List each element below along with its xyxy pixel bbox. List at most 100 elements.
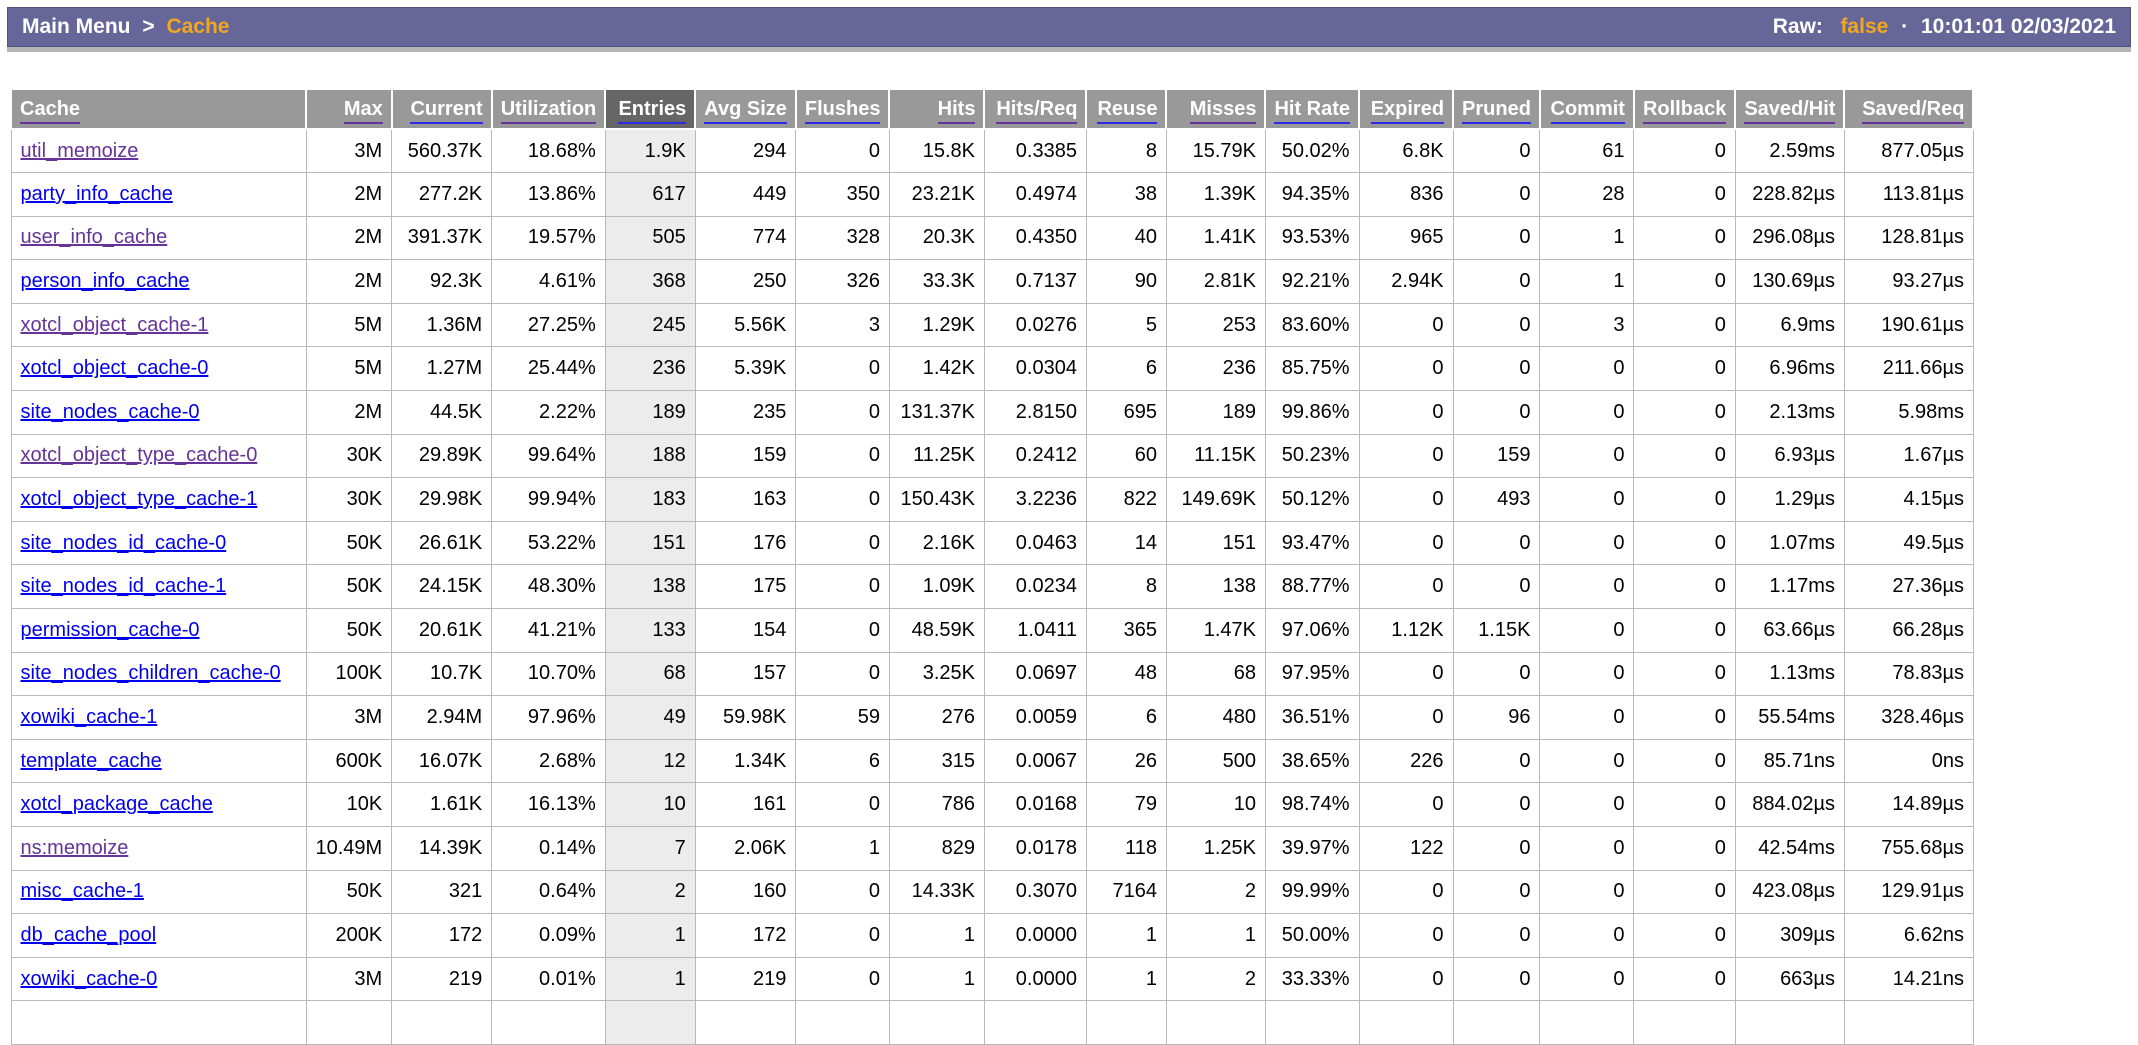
cache-link[interactable]: site_nodes_children_cache-0 [20,662,281,685]
cell-hit-rate: 97.06% [1264,608,1360,653]
cell-expired: 0 [1358,913,1454,958]
column-header-pruned[interactable]: Pruned [1452,88,1541,130]
cell-misses [1165,1000,1266,1045]
cache-link[interactable]: xotcl_object_type_cache-1 [20,488,258,511]
cell-pruned: 0 [1452,782,1541,827]
cell-utilization: 27.25% [491,302,606,348]
column-header-commit[interactable]: Commit [1538,88,1635,130]
cache-link[interactable]: misc_cache-1 [20,880,144,903]
cache-link[interactable]: template_cache [20,749,162,772]
cell-max: 2M [305,390,393,435]
cache-link[interactable]: permission_cache-0 [20,618,200,641]
cell-rollback: 0 [1633,215,1736,261]
cache-link[interactable]: xowiki_cache-1 [20,706,158,729]
topbar-right-info: Raw: false · 10:01:01 02/03/2021 [1773,15,2116,39]
cell-utilization: 97.96% [491,695,606,740]
column-header-reuse[interactable]: Reuse [1085,88,1168,130]
cell-misses: 68 [1165,651,1266,697]
cache-link[interactable]: xowiki_cache-0 [20,967,158,990]
cache-link[interactable]: person_info_cache [20,270,190,293]
table-row: db_cache_pool 200K 172 0.09% 1 172 0 1 0.0000 1 1 5… [10,913,1974,958]
cache-link[interactable]: ns:memoize [20,836,129,859]
column-header-rollback[interactable]: Rollback [1632,88,1737,130]
cell-avg-size: 160 [694,869,797,915]
cell-max: 30K [305,433,393,479]
cache-link[interactable]: party_info_cache [20,182,173,205]
cell-hits: 1.09K [888,564,985,610]
cell-utilization: 99.64% [491,433,606,479]
cell-commit: 3 [1539,302,1635,348]
cell-hit-rate: 50.00% [1264,913,1360,958]
cell-avg-size: 5.56K [694,302,797,348]
cell-avg-size: 250 [694,259,797,304]
column-header-utilization[interactable]: Utilization [490,88,607,130]
cell-hits: 48.59K [888,608,985,653]
column-header-expired[interactable]: Expired [1358,88,1455,130]
column-header-flushes[interactable]: Flushes [794,88,891,130]
cell-hits-req: 0.0276 [983,302,1087,348]
column-header-cache[interactable]: Cache [10,88,307,130]
table-row: person_info_cache 2M 92.3K 4.61% 368 250 326 33… [10,259,1974,304]
cell-saved-hit: 85.71ns [1734,738,1845,784]
cache-link[interactable]: db_cache_pool [20,923,157,946]
column-header-hits-req[interactable]: Hits/Req [983,88,1088,130]
cell-utilization: 4.61% [491,259,606,304]
cell-max: 3M [305,128,393,174]
column-header-label: Current [410,97,483,124]
raw-toggle-link[interactable]: false [1840,15,1889,38]
cell-saved-hit: 55.54ms [1734,695,1845,740]
breadcrumb-root-link[interactable]: Main Menu [22,15,131,38]
cache-link[interactable]: xotcl_object_cache-0 [20,357,209,380]
column-header-misses[interactable]: Misses [1165,88,1267,130]
column-header-saved-hit[interactable]: Saved/Hit [1734,88,1846,130]
cell-saved-req: 328.46µs [1843,695,1974,740]
cell-current: 391.37K [391,215,493,261]
cell-avg-size: 449 [694,172,797,217]
cache-link[interactable]: util_memoize [20,139,139,162]
cache-link[interactable]: xotcl_object_cache-1 [20,313,209,336]
cell-pruned: 0 [1452,390,1541,435]
column-header-hit-rate[interactable]: Hit Rate [1264,88,1361,130]
cell-reuse: 48 [1085,651,1167,697]
cell-rollback: 0 [1633,651,1736,697]
cell-hit-rate: 38.65% [1264,738,1360,784]
table-row: xowiki_cache-1 3M 2.94M 97.96% 49 59.98K 59 276… [10,695,1974,740]
column-header-current[interactable]: Current [390,88,493,130]
cache-link[interactable]: site_nodes_id_cache-1 [20,575,227,598]
cache-link[interactable]: xotcl_object_type_cache-0 [20,444,258,467]
column-header-saved-req[interactable]: Saved/Req [1843,88,1975,130]
cache-link[interactable]: user_info_cache [20,226,168,249]
cell-utilization: 25.44% [491,346,606,392]
cell-flushes [795,1000,890,1045]
cell-saved-hit: 1.29µs [1734,477,1845,522]
column-header-max[interactable]: Max [305,88,393,130]
table-row: user_info_cache 2M 391.37K 19.57% 505 774 328 2… [10,215,1974,261]
cell-hits: 14.33K [888,869,985,915]
cache-link[interactable]: site_nodes_id_cache-0 [20,531,227,554]
column-header-entries[interactable]: Entries [604,88,697,130]
cache-name-cell: person_info_cache [10,259,307,304]
cell-hit-rate: 39.97% [1264,826,1360,871]
cell-reuse: 1 [1085,913,1167,958]
cell-rollback: 0 [1633,390,1736,435]
cell-utilization: 18.68% [491,128,606,174]
column-header-label: Entries [618,97,687,124]
cache-link[interactable]: site_nodes_cache-0 [20,400,200,423]
cell-hits-req: 0.0178 [983,826,1087,871]
cell-max: 100K [305,651,393,697]
cell-current: 44.5K [391,390,493,435]
cache-table: Cache Max Current Utilization Entries Avg Siz… [10,88,1975,1045]
cell-saved-req: 6.62ns [1843,913,1974,958]
cell-current: 1.36M [391,302,493,348]
cache-name-cell: util_memoize [10,128,307,174]
cell-max: 10K [305,782,393,827]
cell-utilization [491,1000,606,1045]
cell-hits-req: 0.0697 [983,651,1087,697]
cache-name-cell: db_cache_pool [10,913,307,958]
column-header-hits[interactable]: Hits [888,88,986,130]
column-header-label: Utilization [500,97,597,124]
cell-hit-rate: 97.95% [1264,651,1360,697]
cell-expired: 0 [1358,651,1454,697]
cache-link[interactable]: xotcl_package_cache [20,793,213,816]
column-header-avg-size[interactable]: Avg Size [694,88,797,130]
